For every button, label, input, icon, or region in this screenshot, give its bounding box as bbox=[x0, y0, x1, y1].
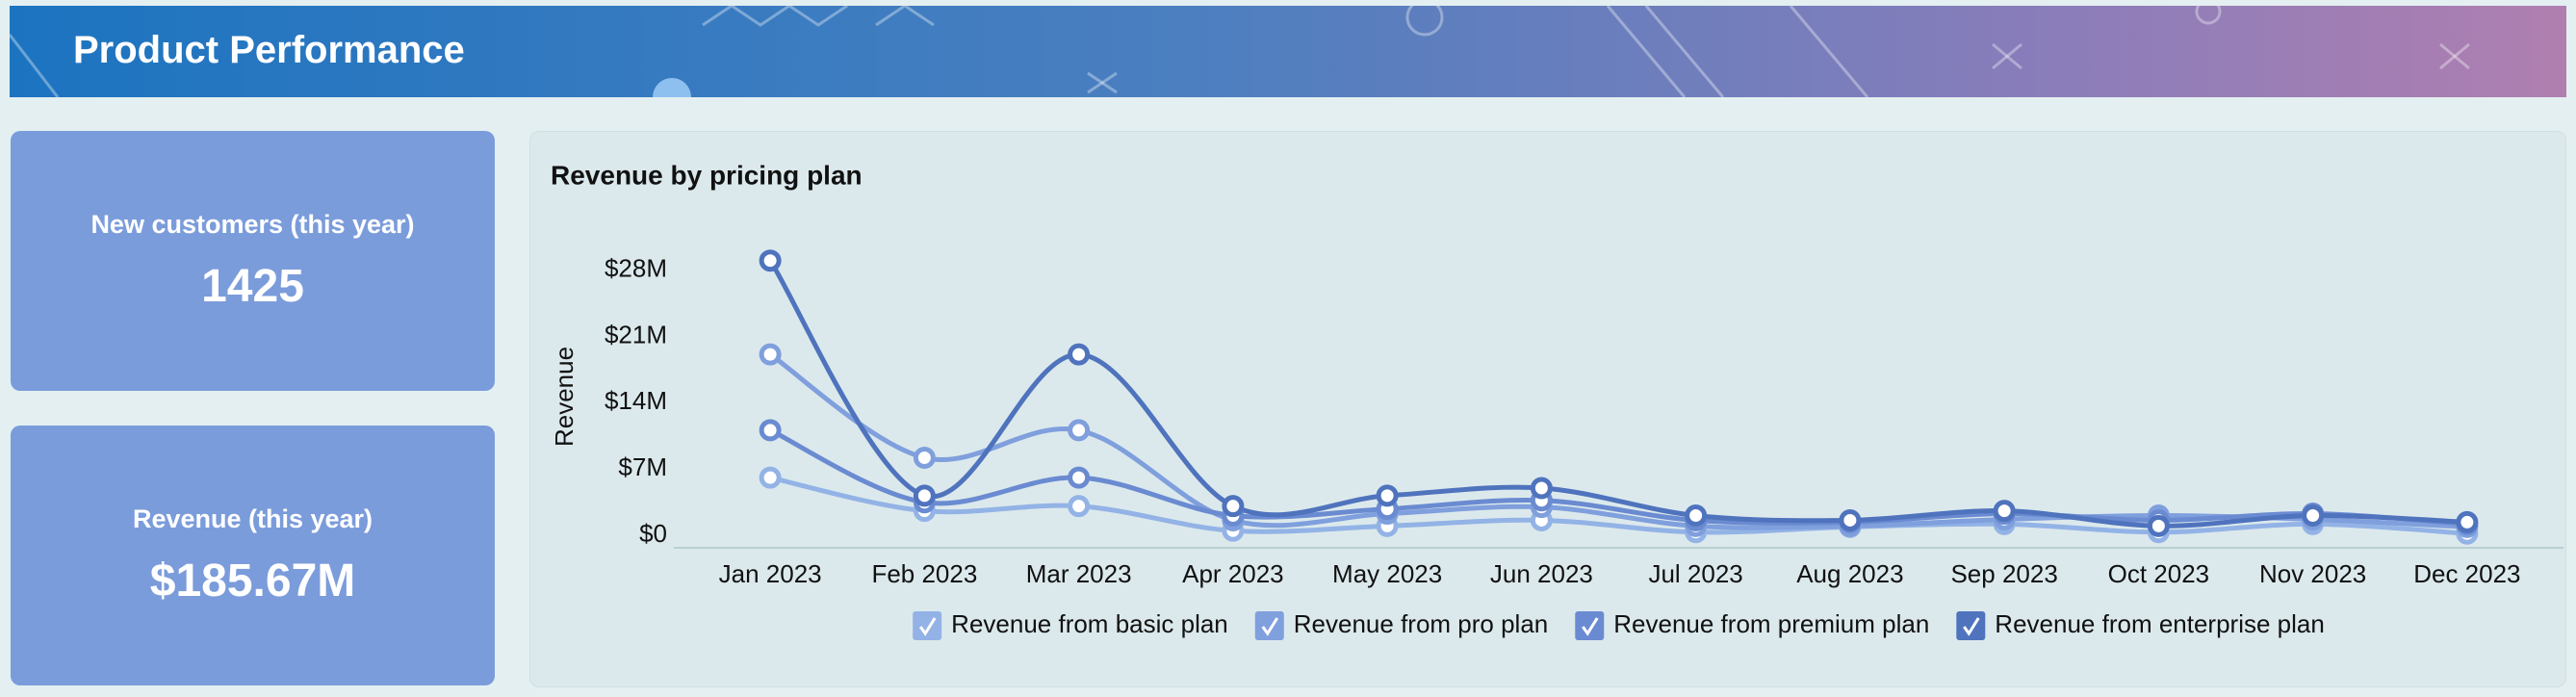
x-tick-label: Jun 2023 bbox=[1490, 559, 1593, 588]
page-title: Product Performance bbox=[73, 29, 465, 71]
legend-item[interactable]: Revenue from premium plan bbox=[1575, 609, 1929, 640]
checkmark bbox=[918, 617, 937, 636]
point-marker bbox=[1068, 495, 1091, 518]
point-marker bbox=[759, 466, 782, 489]
checkmark bbox=[1582, 617, 1599, 636]
x-tick-label: Aug 2023 bbox=[1796, 559, 1903, 588]
chart-panel: Revenue by pricing plan Revenue $0 $7M $14… bbox=[529, 131, 2566, 687]
legend-label: Revenue from pro plan bbox=[1294, 609, 1548, 638]
legend-checkbox[interactable] bbox=[1956, 611, 1986, 640]
legend-item[interactable]: Revenue from enterprise plan bbox=[1956, 609, 2325, 640]
point-marker bbox=[1685, 504, 1708, 528]
header-decoration bbox=[10, 6, 2470, 97]
x-tick-label: Oct 2023 bbox=[2108, 559, 2210, 588]
x-tick-label: Nov 2023 bbox=[2259, 559, 2366, 588]
legend: Revenue from basic plan Revenue from pro … bbox=[913, 609, 2325, 640]
point-marker bbox=[2147, 514, 2170, 537]
series-line bbox=[769, 427, 2468, 527]
point-marker bbox=[1068, 466, 1091, 489]
x-tick-label: Jul 2023 bbox=[1648, 559, 1742, 588]
point-marker bbox=[759, 249, 782, 272]
point-marker bbox=[2302, 504, 2325, 528]
point-marker bbox=[1993, 500, 2016, 523]
point-marker bbox=[1222, 495, 1245, 518]
legend-item[interactable]: Revenue from pro plan bbox=[1254, 609, 1548, 640]
header: Product Performance bbox=[10, 6, 2566, 97]
point-marker bbox=[1068, 419, 1091, 442]
series-line bbox=[769, 475, 2468, 536]
point-marker bbox=[759, 419, 782, 442]
point-marker bbox=[1068, 343, 1091, 366]
x-tick-label: Mar 2023 bbox=[1026, 559, 1132, 588]
y-axis-title: Revenue bbox=[550, 347, 579, 447]
x-tick-label: Feb 2023 bbox=[871, 559, 977, 588]
y-tick-label: $14M bbox=[605, 386, 667, 415]
legend-label: Revenue from basic plan bbox=[951, 609, 1228, 638]
checkmark bbox=[1261, 617, 1279, 636]
x-tick-label: Dec 2023 bbox=[2413, 559, 2520, 588]
chart: Revenue by pricing plan Revenue $0 $7M $14… bbox=[550, 160, 2563, 640]
x-tick-label: Sep 2023 bbox=[1950, 559, 2057, 588]
kpi-card: Revenue (this year) $185.67M bbox=[11, 426, 495, 685]
legend-label: Revenue from premium plan bbox=[1613, 609, 1929, 638]
y-tick-label: $21M bbox=[605, 320, 667, 348]
point-marker bbox=[913, 446, 936, 469]
legend-checkbox[interactable] bbox=[913, 611, 942, 640]
legend-checkbox[interactable] bbox=[1575, 611, 1605, 640]
kpi-label: Revenue (this year) bbox=[132, 504, 374, 533]
chart-title: Revenue by pricing plan bbox=[551, 160, 863, 190]
y-tick-label: $28M bbox=[605, 253, 667, 282]
y-tick-label: $7M bbox=[618, 452, 667, 481]
point-marker bbox=[2456, 510, 2479, 533]
checkmark bbox=[1963, 617, 1980, 636]
kpi-value: 1425 bbox=[201, 261, 304, 312]
point-marker bbox=[1530, 477, 1553, 500]
x-tick-label: Jan 2023 bbox=[719, 559, 822, 588]
point-marker bbox=[1376, 484, 1399, 507]
legend-checkbox[interactable] bbox=[1254, 611, 1284, 640]
x-tick-label: Apr 2023 bbox=[1182, 559, 1284, 588]
kpi-value: $185.67M bbox=[149, 555, 356, 607]
point-marker bbox=[1839, 508, 1862, 531]
x-tick-label: May 2023 bbox=[1332, 559, 1442, 588]
legend-item[interactable]: Revenue from basic plan bbox=[913, 609, 1228, 640]
kpi-label: New customers (this year) bbox=[90, 210, 415, 239]
legend-label: Revenue from enterprise plan bbox=[1995, 609, 2325, 638]
y-tick-label: $0 bbox=[639, 519, 667, 548]
point-marker bbox=[913, 484, 936, 507]
kpi-card: New customers (this year) 1425 bbox=[11, 131, 495, 391]
point-marker bbox=[759, 343, 782, 366]
